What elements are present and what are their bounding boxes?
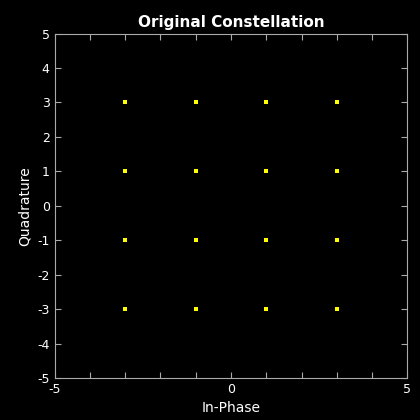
Channel 1 [264, 307, 269, 312]
Channel 1 [334, 100, 339, 105]
Channel 1 [123, 238, 128, 243]
Channel 1 [264, 100, 269, 105]
Channel 1 [193, 100, 198, 105]
X-axis label: In-Phase: In-Phase [202, 402, 260, 415]
Title: Original Constellation: Original Constellation [138, 15, 324, 30]
Channel 1 [193, 307, 198, 312]
Channel 1 [334, 307, 339, 312]
Channel 1 [123, 169, 128, 174]
Line: Channel 1: Channel 1 [123, 100, 339, 311]
Channel 1 [334, 238, 339, 243]
Y-axis label: Quadrature: Quadrature [18, 166, 32, 246]
Channel 1 [123, 100, 128, 105]
Channel 1 [123, 307, 128, 312]
Channel 1 [193, 169, 198, 174]
Channel 1 [334, 169, 339, 174]
Channel 1 [264, 238, 269, 243]
Channel 1 [193, 238, 198, 243]
Channel 1 [264, 169, 269, 174]
